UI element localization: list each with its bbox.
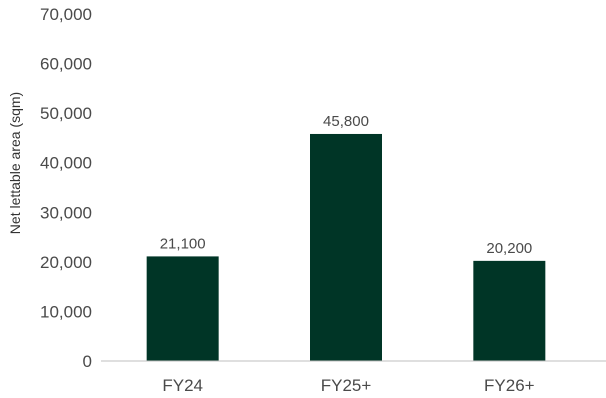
bars: 21,100 45,800 20,200 bbox=[146, 113, 546, 361]
bar bbox=[146, 256, 219, 361]
x-tick-label: FY25+ bbox=[321, 376, 372, 395]
y-tick-label: 20,000 bbox=[40, 253, 92, 272]
bar bbox=[310, 133, 382, 361]
x-tick-label: FY24 bbox=[162, 376, 203, 395]
x-axis-categories: FY24 FY25+ FY26+ bbox=[162, 376, 534, 395]
y-axis-ticks: 0 10,000 20,000 30,000 40,000 50,000 60,000 70,… bbox=[40, 5, 92, 371]
data-label: 45,800 bbox=[323, 113, 369, 130]
y-tick-label: 60,000 bbox=[40, 55, 92, 74]
y-tick-label: 50,000 bbox=[40, 104, 92, 123]
y-tick-label: 0 bbox=[83, 352, 92, 371]
x-tick-label: FY26+ bbox=[484, 376, 535, 395]
y-tick-label: 40,000 bbox=[40, 154, 92, 173]
data-label: 21,100 bbox=[160, 235, 206, 252]
y-tick-label: 10,000 bbox=[40, 302, 92, 321]
bar bbox=[473, 260, 546, 361]
y-tick-label: 70,000 bbox=[40, 5, 92, 24]
data-label: 20,200 bbox=[486, 240, 532, 257]
y-axis-title: Net lettable area (sqm) bbox=[7, 92, 23, 234]
y-tick-label: 30,000 bbox=[40, 203, 92, 222]
